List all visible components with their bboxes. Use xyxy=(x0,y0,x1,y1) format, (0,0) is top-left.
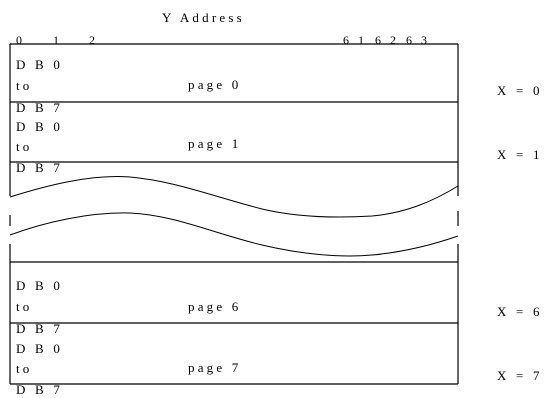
y-tick-2: 2 xyxy=(89,33,98,47)
byte-start-label: D B 0 xyxy=(16,119,63,134)
page-6-row: D B 0 to D B 7 page 6 X = 6 xyxy=(16,278,543,336)
byte-to-label: to xyxy=(16,299,33,314)
page-label: page 7 xyxy=(188,360,242,375)
lower-block xyxy=(9,244,459,385)
page-label: page 6 xyxy=(188,299,242,314)
byte-to-label: to xyxy=(16,78,33,93)
byte-end-label: D B 7 xyxy=(16,160,63,175)
y-tick-1: 1 xyxy=(53,33,62,47)
byte-end-label: D B 7 xyxy=(16,382,63,397)
byte-end-label: D B 7 xyxy=(16,100,63,115)
y-axis-ticks: 0 1 2 6 1 6 2 6 3 xyxy=(16,33,430,47)
byte-start-label: D B 0 xyxy=(16,57,63,72)
page-0-row: D B 0 to D B 7 page 0 X = 0 xyxy=(16,57,543,115)
break-wave-lower xyxy=(9,212,459,257)
byte-start-label: D B 0 xyxy=(16,341,63,356)
page-1-row: D B 0 to D B 7 page 1 X = 1 xyxy=(16,119,543,175)
byte-start-label: D B 0 xyxy=(16,278,63,293)
y-tick-63: 6 3 xyxy=(406,33,430,47)
break-wave-upper xyxy=(9,176,459,218)
byte-end-label: D B 7 xyxy=(16,321,63,336)
x-address-label: X = 1 xyxy=(497,147,543,162)
x-address-label: X = 7 xyxy=(497,368,543,383)
y-tick-62: 6 2 xyxy=(375,33,399,47)
page-7-row: D B 0 to D B 7 page 7 X = 7 xyxy=(16,341,543,397)
y-tick-0: 0 xyxy=(16,33,25,47)
byte-to-label: to xyxy=(16,139,33,154)
page-label: page 0 xyxy=(188,77,242,92)
upper-block xyxy=(9,43,459,196)
y-address-title: Y Address xyxy=(162,10,245,25)
break-lines xyxy=(9,176,459,257)
x-address-label: X = 0 xyxy=(497,83,543,98)
byte-to-label: to xyxy=(16,361,33,376)
y-tick-61: 6 1 xyxy=(343,33,367,47)
page-label: page 1 xyxy=(188,136,242,151)
x-address-label: X = 6 xyxy=(497,304,543,319)
